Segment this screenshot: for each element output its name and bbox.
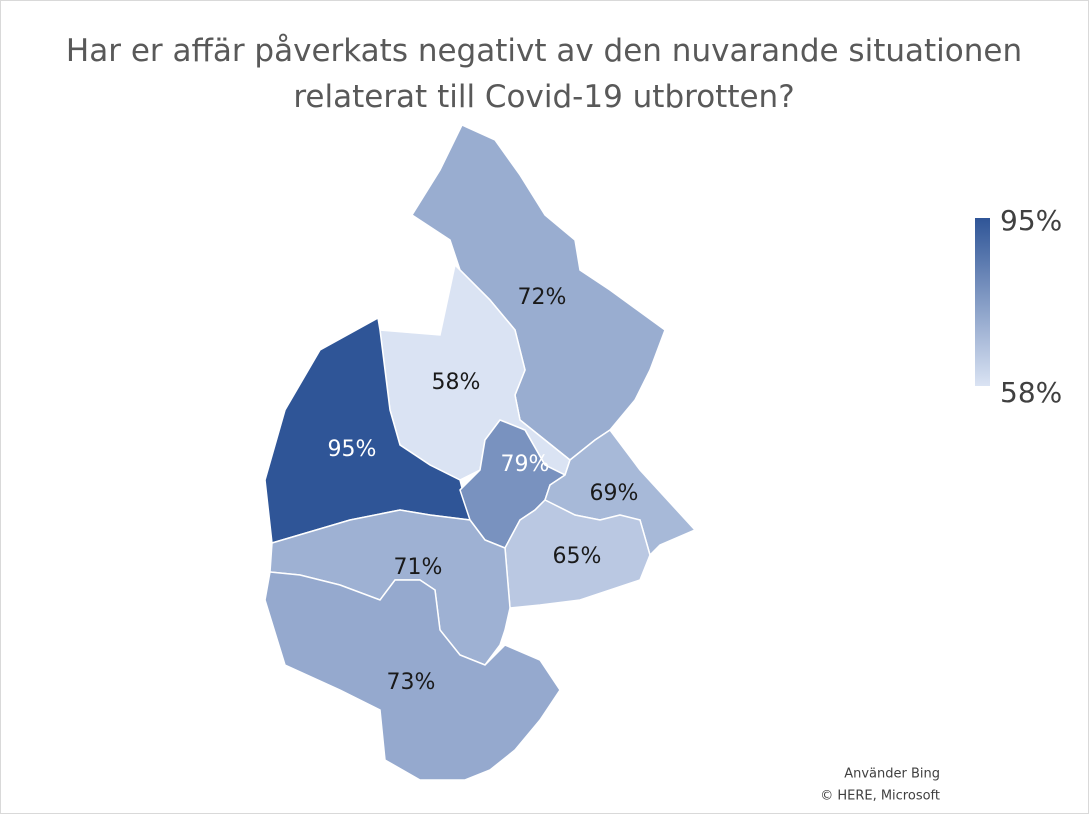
legend-bar [975, 218, 990, 386]
region-label: 95% [328, 437, 377, 462]
legend-label: 95% [1000, 204, 1062, 237]
region [504, 499, 651, 609]
attribution: © HERE, Microsoft [820, 789, 940, 804]
region [264, 571, 561, 781]
region-label: 65% [553, 544, 602, 569]
region-label: 79% [501, 452, 550, 477]
region-label: 73% [387, 670, 436, 695]
region-label: 72% [518, 285, 567, 310]
region-label: 58% [432, 370, 481, 395]
chart-title: Har er affär påverkats negativt av den n… [65, 33, 1023, 115]
region-label: 71% [394, 555, 443, 580]
attribution: Använder Bing [844, 767, 940, 782]
region-label: 69% [590, 481, 639, 506]
legend-label: 58% [1000, 376, 1062, 409]
